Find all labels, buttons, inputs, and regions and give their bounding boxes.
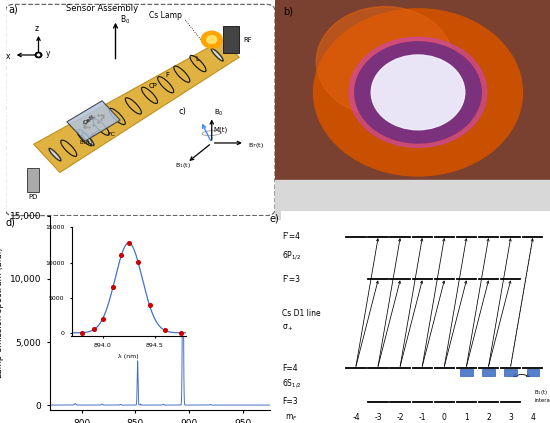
Text: Cs Lamp: Cs Lamp bbox=[148, 11, 182, 19]
Text: a): a) bbox=[8, 4, 18, 14]
Text: 0: 0 bbox=[442, 413, 447, 422]
Circle shape bbox=[37, 54, 40, 56]
Text: F’=3: F’=3 bbox=[282, 275, 300, 284]
Text: Cell: Cell bbox=[82, 114, 96, 126]
Text: -2: -2 bbox=[397, 413, 404, 422]
Text: FC: FC bbox=[107, 132, 116, 137]
Bar bbox=[504, 368, 517, 376]
Text: x: x bbox=[6, 52, 10, 60]
Text: CP: CP bbox=[148, 83, 157, 89]
Text: 4: 4 bbox=[530, 413, 535, 422]
Circle shape bbox=[201, 31, 222, 48]
Text: RF: RF bbox=[243, 37, 252, 43]
Bar bbox=[27, 168, 39, 192]
Text: d): d) bbox=[6, 218, 15, 228]
Text: Sensor Assembly: Sensor Assembly bbox=[65, 4, 138, 13]
Circle shape bbox=[355, 42, 481, 143]
Bar bbox=[482, 368, 495, 376]
Text: 3: 3 bbox=[508, 413, 513, 422]
Text: 1: 1 bbox=[464, 413, 469, 422]
Text: M(t): M(t) bbox=[213, 126, 227, 133]
Circle shape bbox=[35, 52, 42, 58]
Text: -4: -4 bbox=[352, 413, 360, 422]
Text: B$_0$: B$_0$ bbox=[214, 108, 224, 118]
Circle shape bbox=[207, 36, 217, 44]
Bar bbox=[67, 101, 120, 141]
Text: b): b) bbox=[283, 7, 293, 16]
Circle shape bbox=[316, 7, 454, 117]
Text: σ$_+$: σ$_+$ bbox=[282, 323, 294, 333]
Bar bbox=[223, 26, 239, 53]
Text: 6P$_{1/2}$: 6P$_{1/2}$ bbox=[282, 250, 301, 262]
Text: B$_1$(t): B$_1$(t) bbox=[79, 138, 94, 147]
Text: y: y bbox=[45, 49, 50, 58]
Text: c): c) bbox=[179, 107, 186, 116]
Y-axis label: Lamp emission spectrum (a.u.): Lamp emission spectrum (a.u.) bbox=[0, 248, 4, 378]
Text: L: L bbox=[195, 56, 199, 62]
Text: B$_1$(t): B$_1$(t) bbox=[175, 161, 191, 170]
Text: z: z bbox=[35, 24, 39, 33]
Text: m$_F$: m$_F$ bbox=[284, 412, 297, 423]
Text: -1: -1 bbox=[419, 413, 426, 422]
Text: F=4: F=4 bbox=[282, 363, 298, 373]
Text: B$_T$(t): B$_T$(t) bbox=[248, 141, 263, 150]
Text: F’=4: F’=4 bbox=[282, 232, 300, 242]
Polygon shape bbox=[34, 40, 239, 173]
Ellipse shape bbox=[211, 49, 223, 61]
Text: 2: 2 bbox=[486, 413, 491, 422]
Ellipse shape bbox=[82, 133, 94, 146]
Circle shape bbox=[314, 9, 522, 176]
Bar bbox=[460, 368, 472, 376]
Text: B$_1$(t)
interaction: B$_1$(t) interaction bbox=[534, 388, 550, 403]
Circle shape bbox=[349, 37, 487, 147]
Text: B$_0$: B$_0$ bbox=[120, 14, 130, 26]
Circle shape bbox=[371, 55, 465, 130]
Text: e): e) bbox=[270, 214, 279, 224]
Bar bbox=[275, 180, 550, 220]
Text: -3: -3 bbox=[374, 413, 382, 422]
Text: L: L bbox=[77, 131, 81, 137]
Text: F: F bbox=[165, 72, 169, 78]
Text: 6S$_{1/2}$: 6S$_{1/2}$ bbox=[282, 377, 301, 390]
Bar bbox=[526, 368, 539, 376]
Text: PD: PD bbox=[28, 194, 38, 200]
Ellipse shape bbox=[49, 148, 61, 161]
Text: Cs D1 line: Cs D1 line bbox=[282, 308, 321, 318]
Text: F=3: F=3 bbox=[282, 397, 298, 407]
